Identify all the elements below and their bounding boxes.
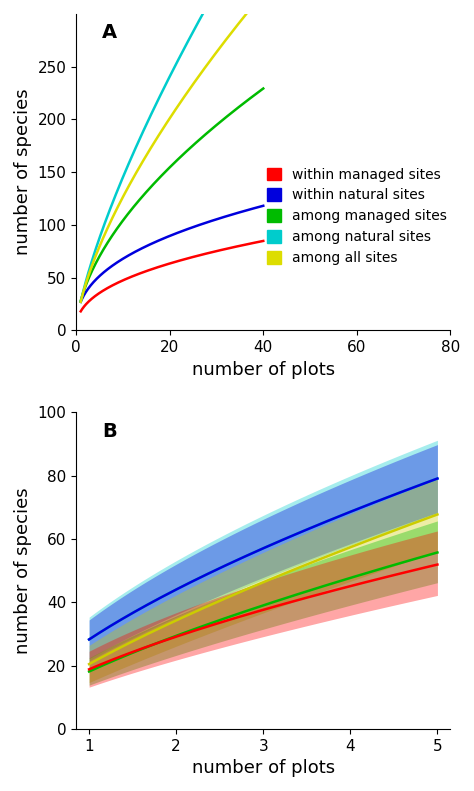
Text: A: A xyxy=(102,24,118,43)
Y-axis label: number of species: number of species xyxy=(14,487,32,654)
X-axis label: number of plots: number of plots xyxy=(191,361,335,379)
Legend: within managed sites, within natural sites, among managed sites, among natural s: within managed sites, within natural sit… xyxy=(267,168,447,265)
Y-axis label: number of species: number of species xyxy=(14,89,32,255)
Text: B: B xyxy=(102,422,117,441)
X-axis label: number of plots: number of plots xyxy=(191,759,335,777)
